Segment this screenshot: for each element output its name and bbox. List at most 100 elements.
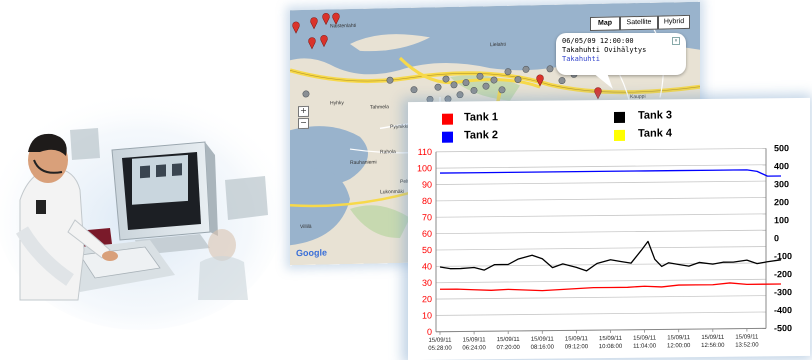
map-marker-alert[interactable] — [320, 35, 328, 48]
x-tick-label: 06:24:00 — [462, 345, 486, 351]
chart-gridline — [436, 180, 766, 185]
map-marker-alert[interactable] — [536, 74, 544, 87]
x-tick-label: 15/09/11 — [599, 336, 623, 342]
map-marker-site[interactable] — [410, 86, 418, 94]
map-marker-site[interactable] — [490, 76, 498, 84]
x-tick-label: 13:52:00 — [735, 342, 759, 348]
map-marker-alert[interactable] — [310, 17, 318, 30]
map-place-label: Rahola — [380, 149, 396, 155]
y-left-tick-label: 50 — [422, 245, 432, 255]
map-marker-site[interactable] — [476, 72, 484, 80]
x-tick-label: 07:20:00 — [497, 345, 521, 351]
close-icon[interactable]: × — [672, 37, 680, 45]
y-left-tick-label: 70 — [422, 212, 432, 222]
zoom-in-button[interactable]: + — [298, 105, 309, 118]
y-left-tick-label: 90 — [422, 180, 432, 190]
chart-gridline — [436, 147, 766, 153]
map-place-label: Hyhky — [330, 100, 344, 106]
popup-datetime: 06/05/09 12:00:00 — [562, 37, 634, 45]
chart-gridline — [436, 229, 766, 235]
map-info-popup: 06/05/09 12:00:00 Takahuhti Ovihälytys T… — [556, 33, 686, 89]
map-marker-site[interactable] — [470, 86, 478, 94]
x-tick-label: 15/09/11 — [497, 337, 521, 343]
map-marker-site[interactable] — [456, 91, 464, 99]
y-right-tick-label: 0 — [774, 233, 779, 243]
y-right-tick-label: -400 — [774, 305, 792, 315]
y-left-tick-label: 0 — [427, 327, 432, 337]
y-left-tick-label: 40 — [422, 261, 432, 271]
chart-gridline — [436, 164, 766, 169]
tank-line-chart: 0 10 20 30 40 50 60 70 80 90 100 110 500 400 300 200 100… — [417, 143, 792, 352]
x-tick-label: 08:16:00 — [531, 345, 555, 351]
y-left-tick-label: 100 — [417, 163, 432, 173]
map-marker-site[interactable] — [504, 68, 512, 76]
x-tick-label: 05:28:00 — [428, 346, 452, 352]
y-right-tick-label: 100 — [774, 215, 789, 225]
map-marker-site[interactable] — [442, 75, 450, 83]
y-left-tick-label: 80 — [422, 196, 432, 206]
map-type-map-button[interactable]: Map — [590, 16, 620, 32]
map-place-label: Kauppi — [630, 94, 646, 100]
map-marker-site[interactable] — [434, 83, 442, 91]
map-marker-site[interactable] — [462, 79, 470, 87]
popup-location: Takahuhti Ovihälytys — [562, 46, 647, 54]
popup-link[interactable]: Takahuhti — [562, 55, 600, 63]
x-tick-label: 15/09/11 — [701, 335, 725, 341]
map-place-label: Pyynikki — [390, 124, 408, 130]
map-marker-site[interactable] — [498, 86, 506, 94]
y-left-tick-label: 20 — [422, 294, 432, 304]
x-tick-label: 15/09/11 — [667, 335, 691, 341]
y-right-tick-label: -500 — [774, 323, 792, 333]
y-right-tick-label: -200 — [774, 269, 792, 279]
chart-gridline — [436, 311, 766, 316]
chart-gridline — [436, 278, 766, 284]
y-right-tick-label: 400 — [774, 161, 789, 171]
x-axis — [436, 327, 766, 333]
y-left-tick-label: 110 — [418, 147, 432, 157]
map-marker-site[interactable] — [482, 82, 490, 90]
map-marker-site[interactable] — [522, 65, 530, 73]
map-type-hybrid-button[interactable]: Hybrid — [658, 14, 690, 30]
series-line-tank1 — [440, 282, 781, 292]
map-marker-alert[interactable] — [308, 37, 316, 50]
y-right-tick-label: 300 — [774, 179, 789, 189]
map-marker-alert[interactable] — [322, 12, 330, 26]
x-tick-label: 15/09/11 — [633, 336, 657, 342]
x-tick-label: 15/09/11 — [565, 336, 589, 342]
y-right-tick-label: -300 — [774, 287, 792, 297]
tank-chart-panel: Tank 1 Tank 2 Tank 3 Tank 4 0 10 20 30 40 50 6… — [408, 97, 810, 360]
chart-gridline — [436, 246, 766, 251]
x-tick-label: 10:08:00 — [599, 344, 623, 350]
y-right-tick-label: 200 — [774, 197, 789, 207]
y-right-tick-label: 500 — [774, 143, 789, 153]
map-type-satellite-button[interactable]: Satellite — [620, 15, 658, 31]
map-place-label: Naistenlahti — [330, 23, 356, 30]
map-marker-site[interactable] — [450, 81, 458, 89]
map-marker-site[interactable] — [546, 65, 554, 73]
map-marker-alert[interactable] — [594, 87, 602, 100]
chart-gridline — [436, 197, 766, 202]
x-tick-label: 11:04:00 — [633, 344, 657, 350]
map-marker-site[interactable] — [386, 76, 394, 84]
map-marker-site[interactable] — [514, 76, 522, 83]
series-line-tank2 — [440, 169, 781, 177]
x-tick-label: 12:56:00 — [701, 343, 725, 349]
y-left-tick-label: 10 — [422, 310, 432, 320]
y-right-tick-label: -100 — [774, 251, 792, 261]
zoom-out-button[interactable]: − — [298, 117, 309, 130]
google-logo: Google — [296, 247, 327, 259]
x-tick-label: 12:00:00 — [667, 343, 691, 349]
x-tick-label: 15/09/11 — [531, 337, 555, 343]
map-place-label: Tahmela — [370, 104, 389, 110]
map-place-label: Villilä — [300, 224, 312, 230]
map-marker-alert[interactable] — [292, 21, 300, 34]
map-marker-alert[interactable] — [332, 12, 340, 25]
y-left-tick-label: 30 — [422, 278, 432, 288]
map-marker-site[interactable] — [302, 90, 310, 98]
map-place-label: Rauhaniemi — [350, 159, 377, 166]
x-tick-label: 15/09/11 — [463, 337, 487, 343]
chart-gridline — [436, 295, 766, 300]
map-marker-site[interactable] — [558, 77, 566, 85]
x-tick-label: 15/09/11 — [735, 334, 759, 340]
